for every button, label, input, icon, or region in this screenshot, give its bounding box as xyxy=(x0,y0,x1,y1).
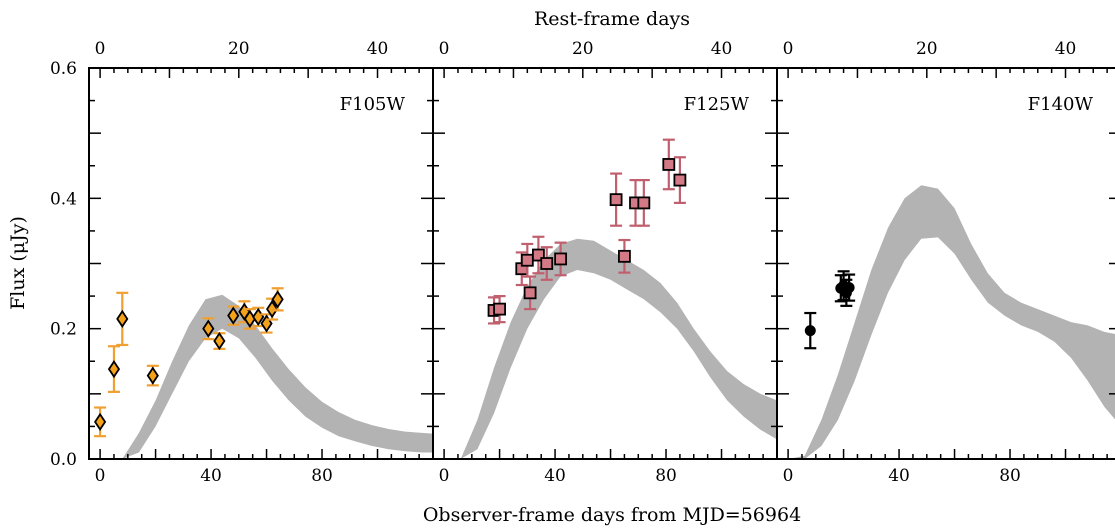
data-point xyxy=(116,291,129,347)
x-top-tick-label: 20 xyxy=(228,39,250,59)
x-tick-label: 80 xyxy=(311,466,333,486)
panel-filter-label: F125W xyxy=(684,94,750,115)
panel-filter-label: F105W xyxy=(340,94,406,115)
marker xyxy=(843,282,855,294)
marker xyxy=(213,331,226,351)
data-point xyxy=(227,305,240,326)
panel-f140w: 0 40 80 0 20 40 F140W xyxy=(776,39,1115,486)
x-top-tick-label: 0 xyxy=(783,39,794,59)
marker xyxy=(540,257,554,270)
x-tick-label: 40 xyxy=(888,466,910,486)
marker xyxy=(532,248,545,262)
marker xyxy=(94,412,107,431)
marker xyxy=(116,309,129,329)
x-tick-label: 0 xyxy=(95,466,106,486)
data-point xyxy=(804,311,817,350)
data-point xyxy=(843,273,856,302)
x-top-tick-label: 40 xyxy=(711,39,733,59)
y-axis-title: Flux (μJy) xyxy=(7,216,29,310)
panel-f125w: 0 40 80 0 20 40 F125W xyxy=(432,39,778,486)
x-top-tick-label: 0 xyxy=(95,39,106,59)
x-top-tick-label: 0 xyxy=(439,39,450,59)
x-top-tick-label: 20 xyxy=(916,39,938,59)
y-tick-label: 0.6 xyxy=(50,59,77,79)
marker xyxy=(493,302,506,316)
x-tick-label: 0 xyxy=(783,466,794,486)
marker xyxy=(673,173,687,187)
data-point xyxy=(523,275,537,311)
y-tick-label: 0.0 xyxy=(50,450,77,470)
panel-f105w: 0 40 80 0 20 40 0.0 0.2 0.4 0.6 F105W xyxy=(50,39,434,486)
model-band xyxy=(788,185,1115,459)
marker xyxy=(523,286,537,300)
x-tick-label: 80 xyxy=(655,466,677,486)
data-point xyxy=(243,308,256,330)
x-top-tick-label: 40 xyxy=(1055,39,1077,59)
x-tick-label: 0 xyxy=(439,466,450,486)
data-point xyxy=(554,241,568,277)
top-axis-title: Rest-frame days xyxy=(534,8,690,30)
marker xyxy=(271,290,284,309)
marker xyxy=(266,299,279,319)
data-point xyxy=(146,364,159,387)
model-band xyxy=(444,238,777,459)
x-tick-label: 80 xyxy=(999,466,1021,486)
panel-frame xyxy=(88,67,434,460)
x-top-tick-label: 20 xyxy=(572,39,594,59)
data-point xyxy=(266,297,279,321)
data-point xyxy=(673,156,687,204)
marker xyxy=(609,193,623,207)
data-point xyxy=(662,138,676,191)
panels-layer: 0 40 80 0 20 40 0.0 0.2 0.4 0.6 F105W 0 40 80 0 20 40 F12… xyxy=(50,39,1115,486)
marker xyxy=(520,253,534,267)
data-point xyxy=(271,287,284,312)
data-point xyxy=(540,246,554,281)
x-tick-label: 40 xyxy=(200,466,222,486)
marker xyxy=(202,319,215,338)
marker xyxy=(804,325,816,337)
marker xyxy=(146,366,159,385)
data-point xyxy=(618,238,631,274)
marker xyxy=(227,306,240,325)
model-band xyxy=(100,294,433,459)
data-point xyxy=(493,294,506,324)
marker xyxy=(662,158,676,171)
data-point xyxy=(637,178,651,227)
y-tick-label: 0.4 xyxy=(50,189,77,209)
data-point xyxy=(202,317,215,341)
data-point xyxy=(609,172,623,227)
panel-filter-label: F140W xyxy=(1028,94,1094,115)
x-tick-label: 40 xyxy=(544,466,566,486)
marker xyxy=(618,249,631,263)
y-tick-label: 0.2 xyxy=(50,320,77,340)
marker xyxy=(637,196,651,210)
panel-frame xyxy=(776,67,1115,460)
x-top-tick-label: 40 xyxy=(367,39,389,59)
bottom-axis-title: Observer-frame days from MJD=56964 xyxy=(423,504,801,526)
data-point xyxy=(107,345,121,393)
marker xyxy=(554,252,568,266)
data-point xyxy=(94,406,107,438)
data-point xyxy=(532,235,545,275)
marker xyxy=(107,359,121,379)
data-point xyxy=(213,331,226,351)
